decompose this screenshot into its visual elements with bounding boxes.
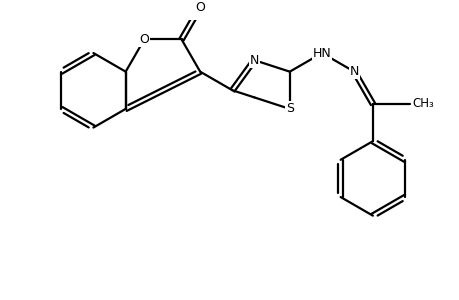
Text: O: O	[195, 1, 205, 13]
Text: CH₃: CH₃	[411, 98, 433, 110]
Text: O: O	[139, 33, 149, 46]
Text: HN: HN	[312, 46, 330, 59]
Text: N: N	[349, 65, 358, 78]
Text: S: S	[285, 102, 293, 116]
Text: N: N	[249, 54, 258, 67]
